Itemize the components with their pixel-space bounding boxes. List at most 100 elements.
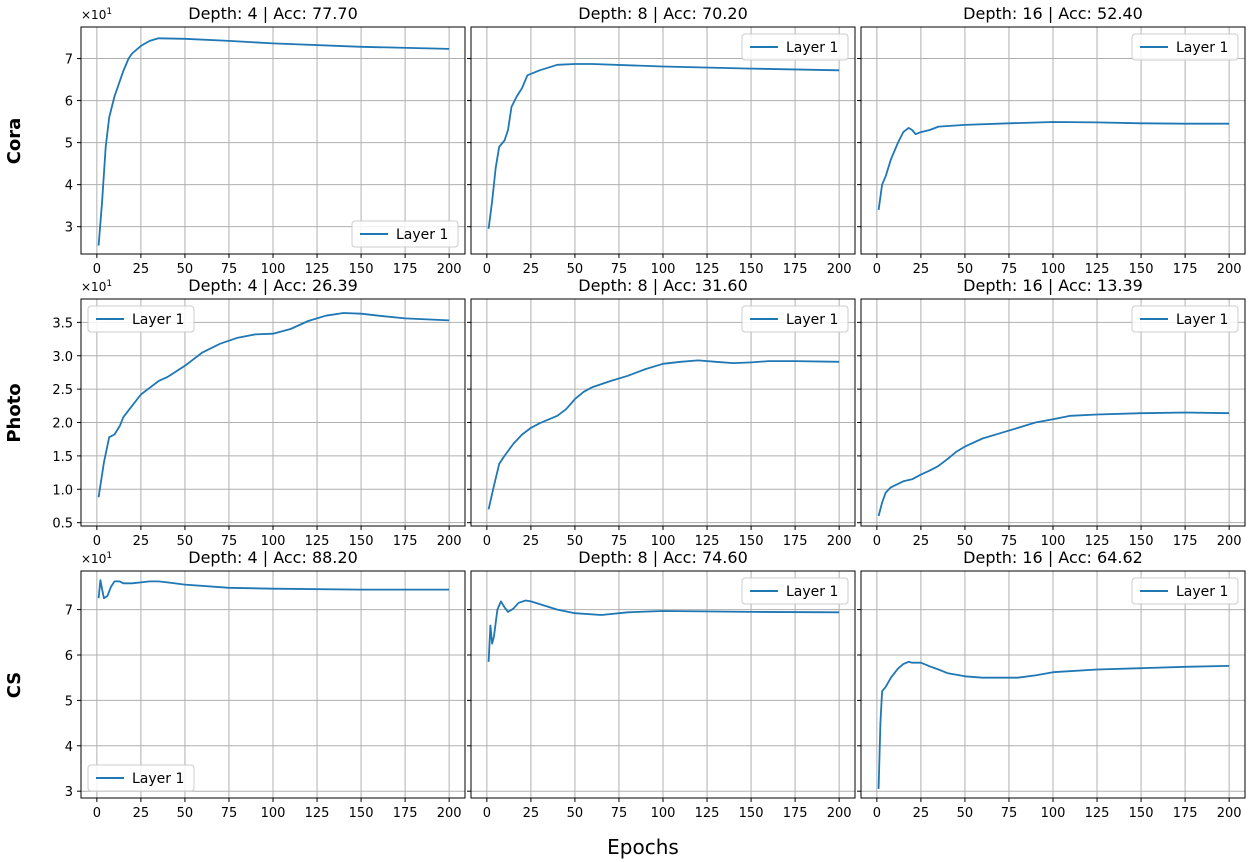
x-tick-label: 100 [651,262,676,277]
x-tick-label: 175 [1173,262,1198,277]
x-tick-label: 125 [1085,262,1110,277]
x-tick-label: 25 [913,262,930,277]
x-tick-label: 200 [1217,262,1242,277]
chart-panel-2: 0 25 50 75 100 125 150 175 200 Depth: 8 | Acc: 70… [467,4,856,277]
x-tick-label: 25 [913,534,930,549]
chart-panel-4: 0 25 50 75 100 125 150 175 200 0.5 1.0 1.5 2.0 2.5 3.0… [52,276,466,549]
y-tick-label: 3 [65,221,73,236]
x-tick-label: 150 [1129,806,1154,821]
x-tick-label: 150 [739,534,764,549]
x-tick-label: 0 [483,806,491,821]
x-tick-label: 125 [695,262,720,277]
x-tick-label: 0 [873,262,881,277]
legend-box [1131,33,1239,61]
y-tick-label: 1.0 [52,483,73,498]
series-line-layer-1 [877,660,1230,789]
y-tick-label: 5 [65,137,73,152]
x-tick-label: 175 [1173,534,1198,549]
x-tick-label: 0 [93,534,101,549]
x-tick-label: 50 [177,262,194,277]
x-tick-label: 100 [261,262,286,277]
legend-box [87,764,195,792]
x-tick-label: 175 [783,262,808,277]
x-axis-label: Epochs [607,835,679,859]
y-tick-label: 2.5 [52,383,73,398]
x-tick-label: 175 [1173,806,1198,821]
series-line-layer-1 [877,121,1230,211]
x-tick-label: 200 [1217,534,1242,549]
panel-title: Depth: 8 | Acc: 74.60 [578,548,748,567]
series-line-layer-1 [877,411,1230,517]
x-tick-label: 75 [611,534,628,549]
legend-label: Layer 1 [1176,40,1228,56]
x-tick-label: 125 [1085,534,1110,549]
x-tick-label: 200 [827,262,852,277]
x-tick-label: 50 [567,262,584,277]
x-tick-label: 25 [133,262,150,277]
x-tick-label: 150 [1129,262,1154,277]
x-tick-label: 75 [611,806,628,821]
legend: Layer 1 [741,33,849,61]
x-tick-label: 50 [177,534,194,549]
y-tick-label: 5 [65,694,73,709]
legend-label: Layer 1 [786,312,838,328]
x-tick-label: 100 [1041,806,1066,821]
legend-box [1131,577,1239,605]
x-tick-label: 25 [523,806,540,821]
x-tick-label: 25 [133,806,150,821]
legend: Layer 1 [1131,577,1239,605]
x-tick-label: 125 [1085,806,1110,821]
y-tick-label: 6 [65,95,73,110]
x-tick-label: 200 [437,806,462,821]
x-tick-label: 150 [349,262,374,277]
x-tick-label: 50 [957,262,974,277]
x-tick-label: 200 [827,806,852,821]
x-tick-label: 0 [93,262,101,277]
y-scale-factor: ×101 [81,7,112,22]
x-tick-label: 50 [567,806,584,821]
series-line-layer-1 [487,599,840,662]
legend-label: Layer 1 [396,227,448,243]
x-tick-label: 50 [957,806,974,821]
x-tick-label: 150 [739,806,764,821]
y-tick-label: 7 [65,53,73,68]
legend: Layer 1 [87,305,195,333]
series-line-layer-1 [97,312,450,498]
legend-box [87,305,195,333]
x-tick-label: 200 [437,262,462,277]
x-tick-label: 175 [393,806,418,821]
x-tick-label: 200 [1217,806,1242,821]
x-tick-label: 50 [957,534,974,549]
x-tick-label: 150 [349,534,374,549]
panel-title: Depth: 8 | Acc: 70.20 [578,4,748,23]
x-tick-label: 125 [695,806,720,821]
x-tick-label: 150 [739,262,764,277]
row-label-cs: CS [4,672,25,699]
x-tick-label: 25 [523,534,540,549]
chart-panel-7: 0 25 50 75 100 125 150 175 200 3 4 5 6 7 ×101 Depth: 4 … [65,548,466,821]
y-tick-label: 0.5 [52,517,73,532]
y-tick-label: 4 [65,179,73,194]
y-tick-label: 2.0 [52,417,73,432]
x-tick-label: 175 [393,262,418,277]
panel-title: Depth: 16 | Acc: 52.40 [963,4,1143,23]
row-labels: Cora Photo CS [4,118,25,699]
legend-label: Layer 1 [132,771,184,787]
legend-label: Layer 1 [1176,584,1228,600]
panel-title: Depth: 4 | Acc: 77.70 [188,4,358,23]
y-tick-label: 6 [65,649,73,664]
panel-title: Depth: 16 | Acc: 13.39 [963,276,1143,295]
legend: Layer 1 [1131,305,1239,333]
panel-title: Depth: 16 | Acc: 64.62 [963,548,1143,567]
y-tick-label: 3.0 [52,350,73,365]
series-line-layer-1 [487,63,840,229]
panel-title: Depth: 8 | Acc: 31.60 [578,276,748,295]
legend-label: Layer 1 [786,584,838,600]
x-tick-label: 50 [567,534,584,549]
x-tick-label: 150 [1129,534,1154,549]
x-tick-label: 200 [437,534,462,549]
x-tick-label: 100 [1041,262,1066,277]
x-tick-label: 0 [93,806,101,821]
